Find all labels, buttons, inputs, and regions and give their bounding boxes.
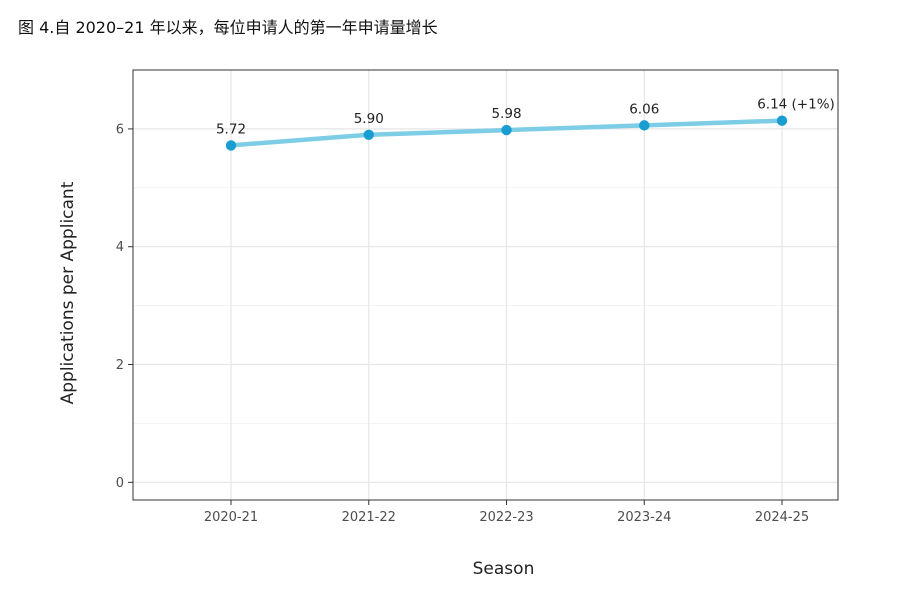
data-labels: 5.72 5.90 5.98 6.06 6.14 (+1%): [216, 97, 835, 138]
data-point: [363, 129, 374, 140]
x-axis-title: Season: [473, 559, 535, 579]
y-tick-label: 4: [116, 240, 124, 255]
data-point: [639, 120, 650, 131]
plot-panel-border: [132, 69, 839, 501]
grid-major: [133, 70, 838, 500]
data-label: 6.14 (+1%): [757, 97, 835, 113]
data-point: [501, 124, 512, 136]
y-axis-ticks: 0 2 4 6: [116, 122, 133, 491]
x-tick-label: 2020-21: [204, 510, 258, 525]
data-point: [776, 115, 788, 126]
y-tick-label: 2: [116, 358, 124, 373]
data-label: 6.06: [629, 101, 659, 117]
data-label: 5.98: [491, 106, 521, 122]
x-axis-ticks: 2020-21 2021-22 2022-23 2023-24 2024-25: [204, 500, 809, 525]
data-points: [225, 115, 788, 151]
figure-title: 图 4.自 2020–21 年以来，每位申请人的第一年申请量增长: [18, 18, 438, 37]
data-label: 5.72: [216, 121, 246, 137]
y-axis-title: Applications per Applicant: [58, 181, 78, 404]
data-label: 5.90: [354, 111, 384, 127]
x-tick-label: 2024-25: [755, 510, 809, 525]
x-tick-label: 2021-22: [342, 510, 396, 525]
data-point: [225, 140, 237, 151]
grid-minor: [133, 187, 838, 424]
x-tick-label: 2023-24: [617, 510, 671, 525]
x-tick-label: 2022-23: [479, 510, 533, 525]
y-tick-label: 6: [116, 122, 124, 137]
y-tick-label: 0: [116, 476, 124, 491]
